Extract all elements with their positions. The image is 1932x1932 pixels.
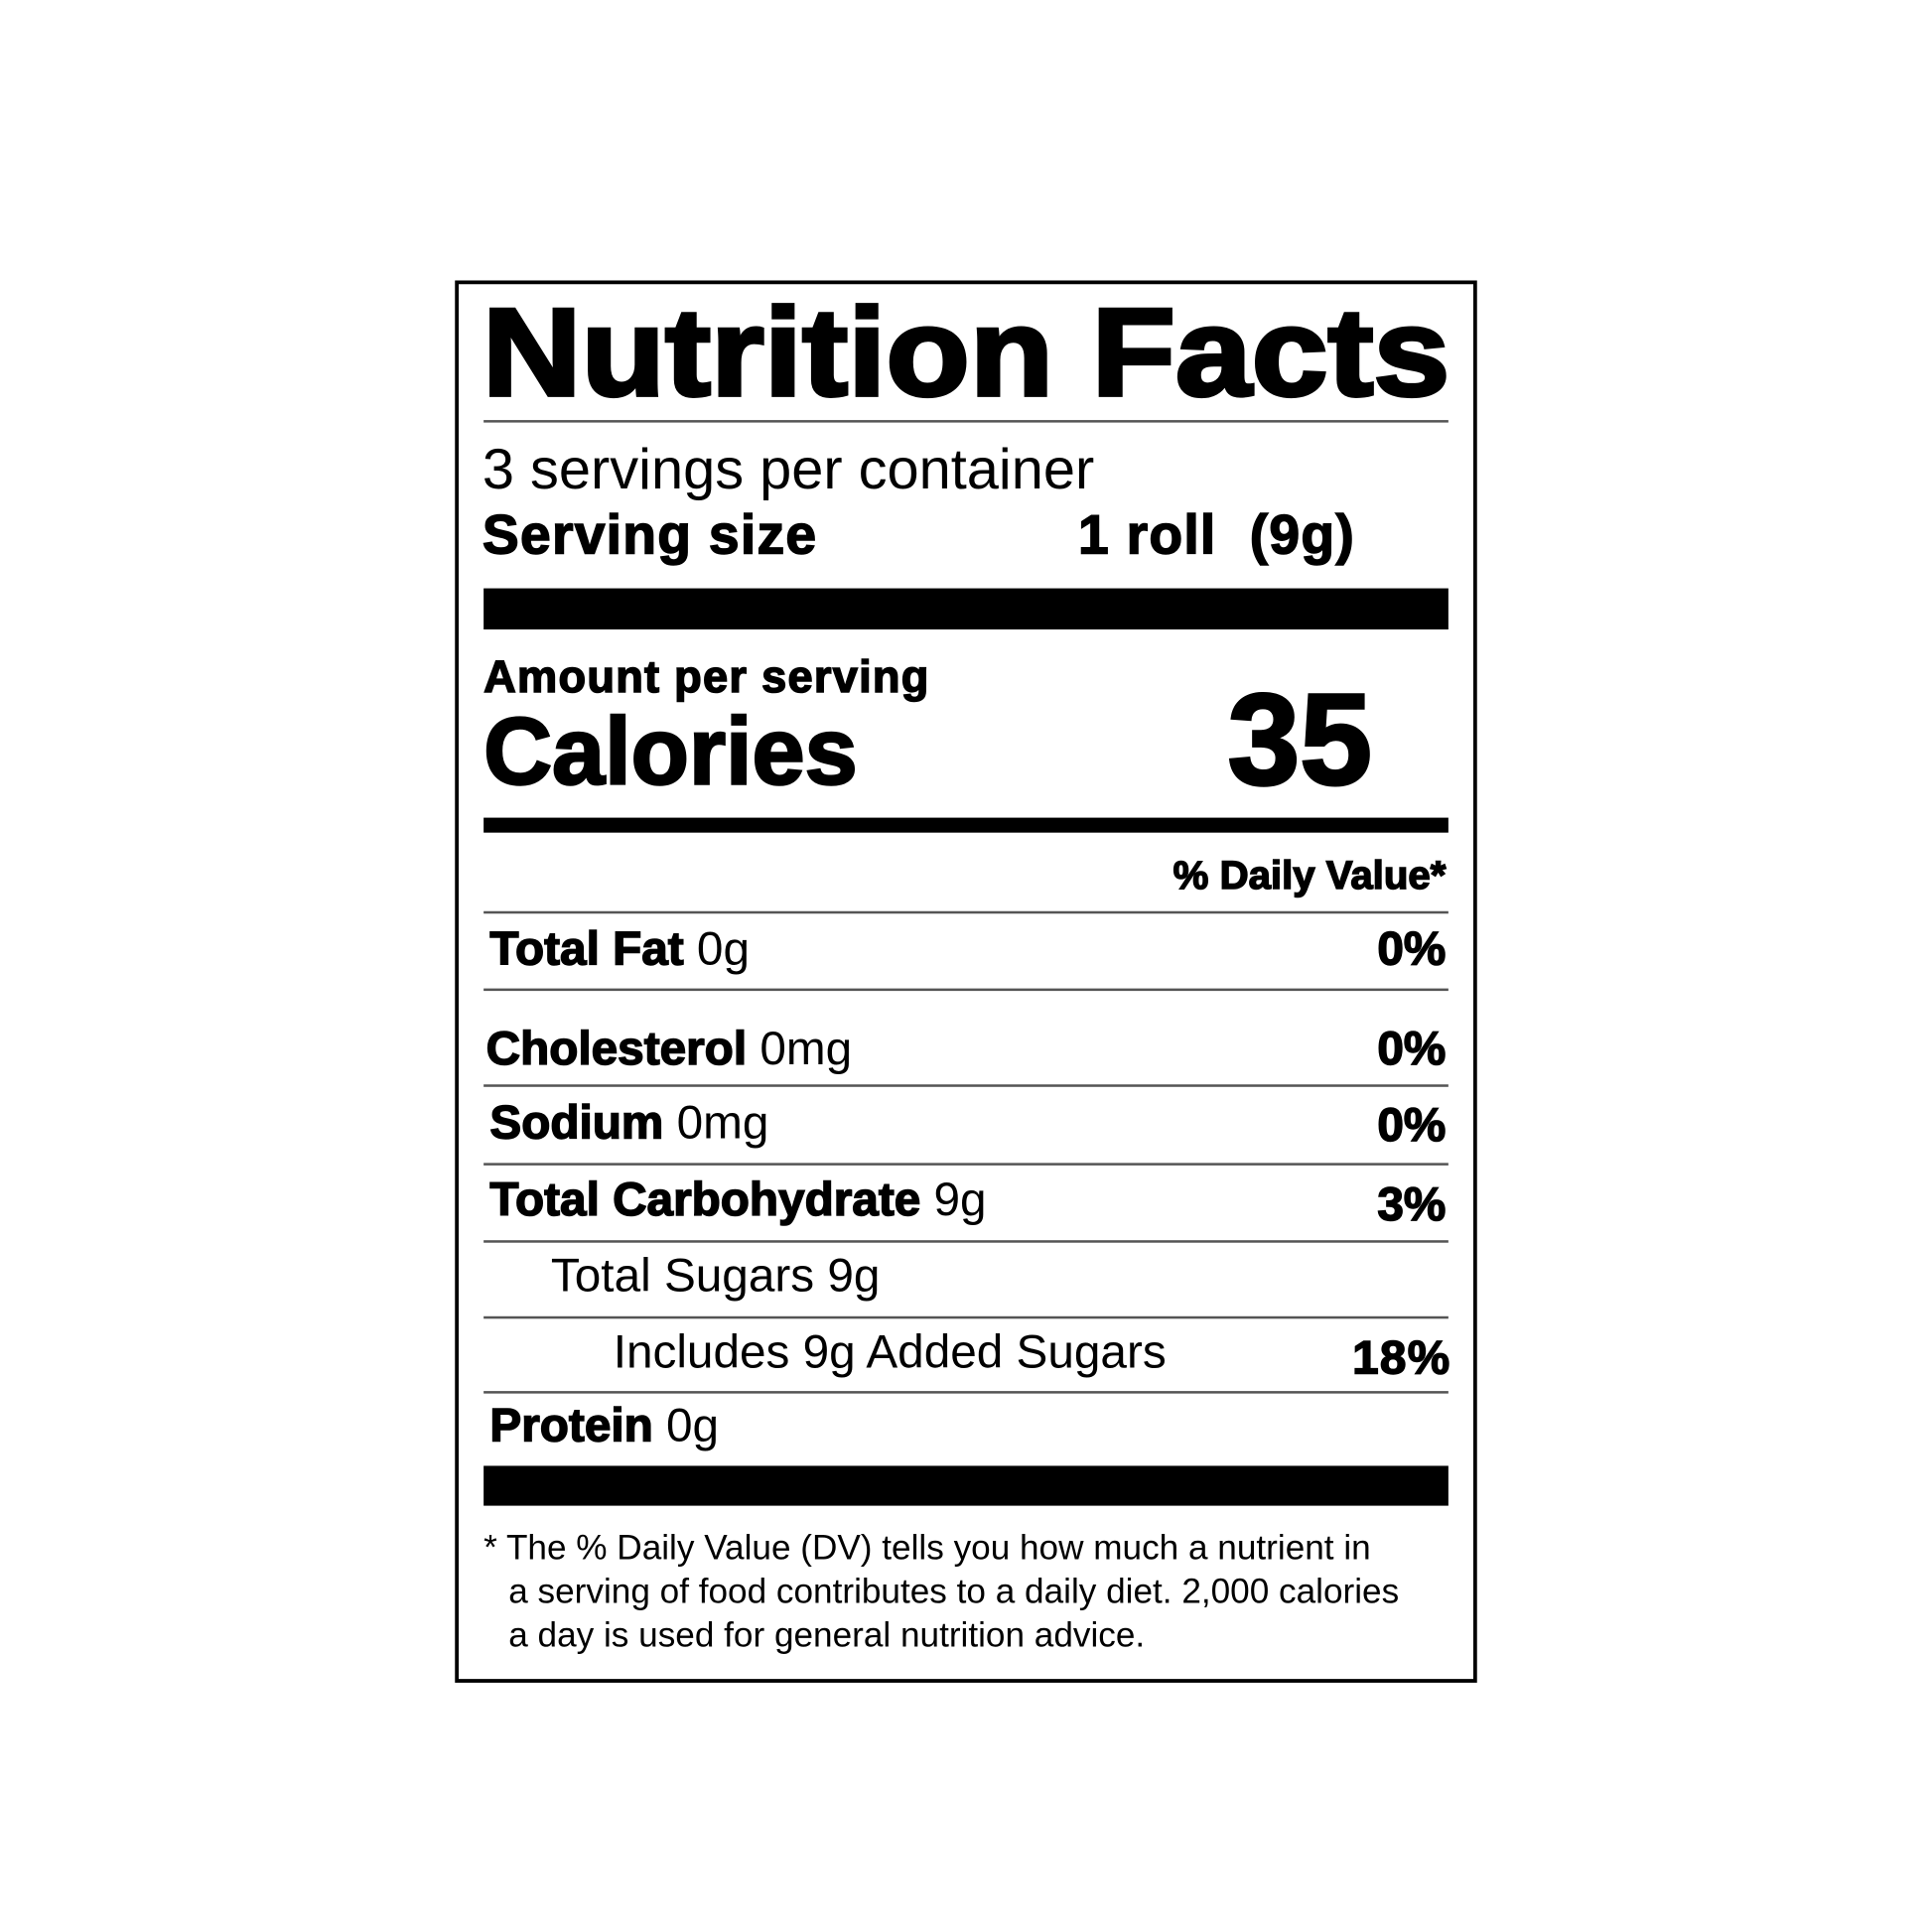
nutrient-dv: 18% xyxy=(1351,1332,1451,1385)
nutrient-amount: 0mg xyxy=(676,1096,769,1150)
nutrient-name: Sodium xyxy=(489,1096,664,1150)
amount-per-serving: Amount per serving xyxy=(483,650,930,702)
nutrient-row-cholesterol: Cholesterol 0mg xyxy=(485,1023,853,1076)
serving-size-label: Serving size xyxy=(482,504,818,566)
medium-bar xyxy=(483,817,1449,833)
divider xyxy=(483,1315,1449,1319)
footnote-line: a serving of food contributes to a daily… xyxy=(508,1572,1400,1611)
nutrient-row-total-sugars: Total Sugars 9g xyxy=(550,1250,881,1303)
nutrient-name: Protein xyxy=(489,1399,654,1452)
calories-value: 35 xyxy=(1226,667,1373,813)
nutrient-row-added-sugars: Includes 9g Added Sugars xyxy=(613,1325,1167,1379)
divider xyxy=(483,988,1449,992)
nutrient-dv: 0% xyxy=(1377,1099,1447,1153)
nutrient-amount: 9g xyxy=(933,1173,987,1227)
nutrient-dv: 0% xyxy=(1377,1023,1447,1076)
servings-per-container: 3 servings per container xyxy=(482,436,1095,501)
nutrient-amount: 0g xyxy=(696,923,750,977)
serving-size-value: 1 roll (9g) xyxy=(1077,504,1356,566)
nutrient-dv: 3% xyxy=(1377,1178,1447,1232)
nutrient-dv: 0% xyxy=(1377,923,1447,977)
divider xyxy=(483,1084,1449,1087)
nutrient-amount: 0mg xyxy=(759,1023,853,1076)
divider xyxy=(483,1163,1449,1166)
daily-value-header: % Daily Value* xyxy=(1173,852,1447,897)
label-title: Nutrition Facts xyxy=(481,282,1452,423)
divider xyxy=(483,1391,1449,1394)
nutrient-name: Cholesterol xyxy=(485,1023,748,1076)
nutrient-amount: 0g xyxy=(666,1399,720,1452)
nutrient-row-total-fat: Total Fat 0g xyxy=(489,923,750,977)
calories-label: Calories xyxy=(483,699,859,806)
nutrient-name: Total Fat xyxy=(489,923,685,977)
label-border xyxy=(455,280,1477,1683)
divider xyxy=(483,420,1449,423)
nutrient-name: Total Carbohydrate xyxy=(489,1173,921,1227)
thick-bar xyxy=(483,588,1449,630)
thick-bar xyxy=(483,1465,1449,1506)
divider xyxy=(483,910,1449,914)
nutrient-row-total-carbohydrate: Total Carbohydrate 9g xyxy=(489,1173,987,1227)
divider xyxy=(483,1240,1449,1243)
nutrient-row-sodium: Sodium 0mg xyxy=(489,1096,769,1150)
footnote-line: a day is used for general nutrition advi… xyxy=(508,1615,1146,1655)
footnote-line: * The % Daily Value (DV) tells you how m… xyxy=(483,1528,1371,1568)
nutrient-row-protein: Protein 0g xyxy=(489,1399,720,1452)
